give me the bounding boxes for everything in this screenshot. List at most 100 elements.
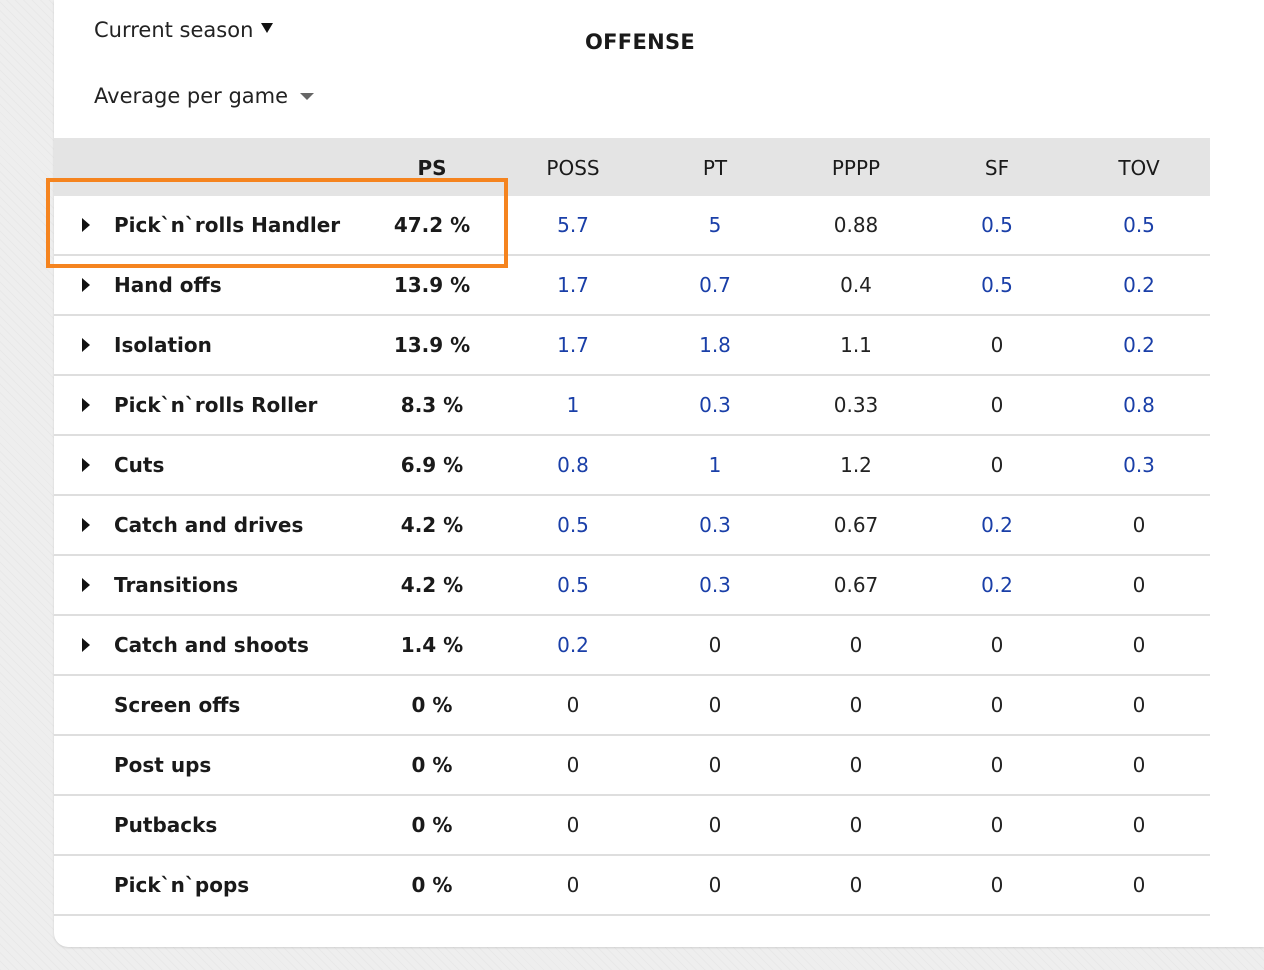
cell-poss[interactable]: 1.7 [557,333,589,357]
cell-ps: 0 % [411,753,453,777]
table-row: Transitions 4.2 % 0.5 0.3 0.67 0.2 0 [54,556,1210,616]
table-header-row: PS POSS PT PPPP SF TOV [54,138,1210,196]
cell-pt[interactable]: 5 [708,213,722,237]
cell-ps: 4.2 % [400,573,464,597]
caret-down-icon [261,23,274,33]
cell-pt[interactable]: 0.3 [699,573,731,597]
cell-tov: 0 [1132,873,1146,897]
season-dropdown-label: Current season [94,18,254,42]
caret-right-icon [82,518,90,532]
table-row: Pick`n`pops 0 % 0 0 0 0 0 [54,856,1210,916]
table-body: Pick`n`rolls Handler 47.2 % 5.7 5 0.88 0.5 0.5… [54,196,1210,916]
expand-row-button[interactable] [74,256,98,314]
expand-row-button[interactable] [74,496,98,554]
cell-tov[interactable]: 0.5 [1123,213,1155,237]
cell-tov: 0 [1132,753,1146,777]
cell-ps: 6.9 % [400,453,464,477]
cell-poss[interactable]: 1 [566,393,580,417]
caret-right-icon [82,218,90,232]
cell-pt: 0 [708,693,722,717]
cell-ps: 47.2 % [393,213,471,237]
expand-row-button[interactable] [74,196,98,254]
cell-poss[interactable]: 0.2 [557,633,589,657]
cell-tov[interactable]: 0.3 [1123,453,1155,477]
expand-row-button[interactable] [74,556,98,614]
playtype-name: Putbacks [114,813,218,837]
cell-pt: 0 [708,633,722,657]
cell-tov: 0 [1132,693,1146,717]
cell-sf: 0 [990,453,1004,477]
column-header-poss[interactable]: POSS [546,156,600,180]
cell-pppp: 0 [849,633,863,657]
expand-row-button[interactable] [74,616,98,674]
table-row: Isolation 13.9 % 1.7 1.8 1.1 0 0.2 [54,316,1210,376]
cell-tov: 0 [1132,573,1146,597]
caret-right-icon [82,578,90,592]
table-row: Hand offs 13.9 % 1.7 0.7 0.4 0.5 0.2 [54,256,1210,316]
cell-sf[interactable]: 0.5 [981,273,1013,297]
cell-pt[interactable]: 0.3 [699,513,731,537]
cell-poss[interactable]: 0.8 [557,453,589,477]
cell-pt[interactable]: 1 [708,453,722,477]
cell-poss: 0 [566,693,580,717]
cell-sf[interactable]: 0.2 [981,573,1013,597]
cell-sf: 0 [990,753,1004,777]
cell-ps: 8.3 % [400,393,464,417]
cell-pt: 0 [708,873,722,897]
cell-sf[interactable]: 0.2 [981,513,1013,537]
cell-poss[interactable]: 1.7 [557,273,589,297]
cell-ps: 13.9 % [393,273,471,297]
column-header-tov[interactable]: TOV [1118,156,1160,180]
season-dropdown[interactable]: Current season [94,18,274,42]
table-row: Screen offs 0 % 0 0 0 0 0 [54,676,1210,736]
cell-ps: 0 % [411,693,453,717]
cell-pppp: 0.67 [833,513,879,537]
table-row: Catch and shoots 1.4 % 0.2 0 0 0 0 [54,616,1210,676]
cell-pppp: 0 [849,873,863,897]
cell-pppp: 0.67 [833,573,879,597]
cell-tov[interactable]: 0.8 [1123,393,1155,417]
column-header-ps[interactable]: PS [417,156,447,180]
cell-pt: 0 [708,813,722,837]
caret-right-icon [82,638,90,652]
expand-row-button[interactable] [74,436,98,494]
expand-row-button[interactable] [74,376,98,434]
cell-tov[interactable]: 0.2 [1123,333,1155,357]
cell-tov: 0 [1132,633,1146,657]
section-title: OFFENSE [585,30,696,54]
cell-poss: 0 [566,873,580,897]
caret-right-icon [82,278,90,292]
cell-pppp: 0 [849,693,863,717]
cell-pppp: 0.88 [833,213,879,237]
cell-sf[interactable]: 0.5 [981,213,1013,237]
cell-poss[interactable]: 0.5 [557,513,589,537]
playtype-name: Catch and drives [114,513,304,537]
caret-right-icon [82,458,90,472]
expand-row-button[interactable] [74,316,98,374]
cell-pt[interactable]: 0.7 [699,273,731,297]
cell-poss: 0 [566,753,580,777]
cell-poss[interactable]: 5.7 [557,213,589,237]
cell-pt[interactable]: 1.8 [699,333,731,357]
stat-mode-dropdown[interactable]: Average per game [94,84,315,108]
playtype-name: Hand offs [114,273,222,297]
cell-poss[interactable]: 0.5 [557,573,589,597]
table-row: Pick`n`rolls Handler 47.2 % 5.7 5 0.88 0.5 0.5 [54,196,1210,256]
playtype-name: Pick`n`rolls Roller [114,393,318,417]
cell-sf: 0 [990,693,1004,717]
playtype-name: Isolation [114,333,212,357]
cell-ps: 4.2 % [400,513,464,537]
cell-pppp: 0.4 [840,273,872,297]
playtype-name: Post ups [114,753,212,777]
column-header-pppp[interactable]: PPPP [831,156,881,180]
playtype-name: Pick`n`pops [114,873,250,897]
column-header-pt[interactable]: PT [702,156,728,180]
column-header-sf[interactable]: SF [984,156,1010,180]
stat-mode-dropdown-label: Average per game [94,84,289,108]
cell-pppp: 0.33 [833,393,879,417]
playtype-stats-table: PS POSS PT PPPP SF TOV Pick`n`rolls Hand… [54,138,1210,916]
cell-pt[interactable]: 0.3 [699,393,731,417]
cell-tov: 0 [1132,513,1146,537]
cell-tov[interactable]: 0.2 [1123,273,1155,297]
cell-sf: 0 [990,873,1004,897]
